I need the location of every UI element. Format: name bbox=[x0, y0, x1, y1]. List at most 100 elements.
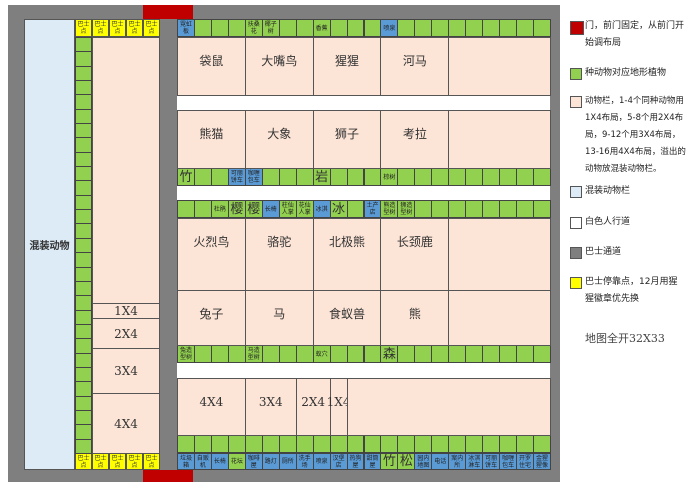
tile-item[interactable]: 竹 bbox=[177, 168, 195, 186]
plant-tile[interactable] bbox=[75, 51, 92, 67]
plant-tile[interactable] bbox=[75, 137, 92, 153]
plant-tile[interactable] bbox=[193, 435, 212, 453]
plant-tile[interactable] bbox=[278, 435, 297, 453]
plant-tile[interactable] bbox=[465, 168, 484, 186]
plant-tile[interactable] bbox=[363, 168, 382, 186]
tile-item[interactable]: 喷泉 bbox=[380, 19, 399, 37]
plant-tile[interactable] bbox=[75, 323, 92, 340]
plant-tile[interactable] bbox=[516, 345, 535, 363]
bus-stop[interactable]: 巴士点 bbox=[109, 19, 126, 37]
plant-tile[interactable] bbox=[75, 108, 92, 125]
bus-stop[interactable]: 巴士点 bbox=[143, 19, 160, 37]
plant-tile[interactable] bbox=[75, 94, 92, 110]
enclosure[interactable]: 考拉 bbox=[380, 110, 450, 169]
plant-tile[interactable] bbox=[75, 194, 92, 211]
plant-tile[interactable] bbox=[75, 266, 92, 282]
bus-stop[interactable]: 巴士点 bbox=[92, 453, 109, 470]
plant-tile[interactable] bbox=[465, 19, 484, 37]
enclosure[interactable] bbox=[92, 37, 160, 304]
plant-tile[interactable] bbox=[499, 435, 518, 453]
plant-tile[interactable] bbox=[278, 168, 297, 186]
plant-tile[interactable] bbox=[431, 19, 450, 37]
plant-tile[interactable] bbox=[448, 19, 467, 37]
tile-item[interactable]: 花仙人掌 bbox=[295, 200, 314, 218]
tile-item[interactable]: 喷泉 bbox=[312, 453, 331, 470]
tile-item[interactable]: 熊造型树 bbox=[380, 200, 399, 218]
plant-tile[interactable] bbox=[346, 19, 365, 37]
plant-tile[interactable] bbox=[75, 180, 92, 196]
enclosure[interactable]: 北极熊 bbox=[312, 218, 382, 291]
enclosure[interactable]: 大象 bbox=[244, 110, 314, 169]
tile-item[interactable]: 洗手场 bbox=[295, 453, 314, 470]
plant-tile[interactable] bbox=[295, 435, 314, 453]
plant-tile[interactable] bbox=[499, 345, 518, 363]
enclosure[interactable]: 熊 bbox=[380, 290, 450, 346]
tile-item[interactable]: 狮造型树 bbox=[397, 200, 416, 218]
tile-item[interactable]: 岩 bbox=[312, 168, 331, 186]
tile-item[interactable]: 可丽饼车 bbox=[482, 453, 501, 470]
plant-tile[interactable] bbox=[414, 19, 433, 37]
enclosure[interactable]: 火烈鸟 bbox=[177, 218, 246, 291]
plant-tile[interactable] bbox=[465, 435, 484, 453]
plant-tile[interactable] bbox=[193, 168, 212, 186]
plant-tile[interactable] bbox=[329, 435, 348, 453]
plant-tile[interactable] bbox=[75, 280, 92, 297]
plant-tile[interactable] bbox=[346, 168, 365, 186]
tile-item[interactable]: 椰子树 bbox=[261, 19, 280, 37]
bus-stop[interactable]: 巴士点 bbox=[143, 453, 160, 470]
plant-tile[interactable] bbox=[448, 200, 467, 218]
enclosure-slot[interactable]: 4X4 bbox=[92, 393, 160, 454]
enclosure-slot[interactable] bbox=[346, 378, 551, 436]
enclosure-slot[interactable]: 2X4 bbox=[295, 378, 331, 436]
plant-tile[interactable] bbox=[397, 168, 416, 186]
tile-item[interactable]: 金猩猩像 bbox=[533, 453, 551, 470]
tile-item[interactable]: 樱 bbox=[244, 200, 263, 218]
enclosure[interactable]: 骆驼 bbox=[244, 218, 314, 291]
plant-tile[interactable] bbox=[75, 352, 92, 368]
plant-tile[interactable] bbox=[329, 168, 348, 186]
enclosure[interactable]: 大嘴鸟 bbox=[244, 37, 314, 96]
tile-item[interactable]: 路灯 bbox=[261, 453, 280, 470]
bus-stop[interactable]: 巴士点 bbox=[75, 19, 92, 37]
plant-tile[interactable] bbox=[516, 435, 535, 453]
plant-tile[interactable] bbox=[177, 200, 195, 218]
plant-tile[interactable] bbox=[397, 435, 416, 453]
tile-item[interactable]: 樱 bbox=[227, 200, 246, 218]
tile-item[interactable]: 自贩机 bbox=[193, 453, 212, 470]
enclosure[interactable]: 马 bbox=[244, 290, 314, 346]
mixed-enclosure[interactable]: 混装动物 bbox=[24, 19, 75, 470]
plant-tile[interactable] bbox=[210, 19, 229, 37]
plant-tile[interactable] bbox=[75, 123, 92, 139]
bus-stop[interactable]: 巴士点 bbox=[109, 453, 126, 470]
plant-tile[interactable] bbox=[210, 435, 229, 453]
plant-tile[interactable] bbox=[448, 435, 467, 453]
enclosure[interactable]: 长颈鹿 bbox=[380, 218, 450, 291]
plant-tile[interactable] bbox=[431, 168, 450, 186]
tile-item[interactable]: 案内所 bbox=[448, 453, 467, 470]
plant-tile[interactable] bbox=[380, 435, 399, 453]
tile-item[interactable]: 电话 bbox=[431, 453, 450, 470]
enclosure[interactable] bbox=[448, 37, 551, 96]
tile-item[interactable]: 长椅 bbox=[261, 200, 280, 218]
plant-tile[interactable] bbox=[210, 168, 229, 186]
plant-tile[interactable] bbox=[533, 345, 551, 363]
tile-item[interactable]: 蚁穴 bbox=[312, 345, 331, 363]
enclosure[interactable] bbox=[448, 218, 551, 291]
plant-tile[interactable] bbox=[75, 295, 92, 311]
tile-item[interactable]: 开罗住宅 bbox=[516, 453, 535, 470]
plant-tile[interactable] bbox=[431, 200, 450, 218]
tile-item[interactable]: 咖喱包车 bbox=[499, 453, 518, 470]
plant-tile[interactable] bbox=[482, 345, 501, 363]
plant-tile[interactable] bbox=[75, 366, 92, 383]
tile-item[interactable]: 柱仙人掌 bbox=[278, 200, 297, 218]
plant-tile[interactable] bbox=[244, 435, 263, 453]
front-gate[interactable] bbox=[143, 5, 193, 19]
plant-tile[interactable] bbox=[75, 395, 92, 411]
tile-item[interactable]: 扶桑花 bbox=[244, 19, 263, 37]
tile-item[interactable]: 冰 bbox=[329, 200, 348, 218]
plant-tile[interactable] bbox=[75, 438, 92, 454]
tile-item[interactable]: 马造型树 bbox=[244, 345, 263, 363]
plant-tile[interactable] bbox=[448, 345, 467, 363]
enclosure[interactable] bbox=[448, 110, 551, 169]
tile-item[interactable]: 园内地图 bbox=[414, 453, 433, 470]
